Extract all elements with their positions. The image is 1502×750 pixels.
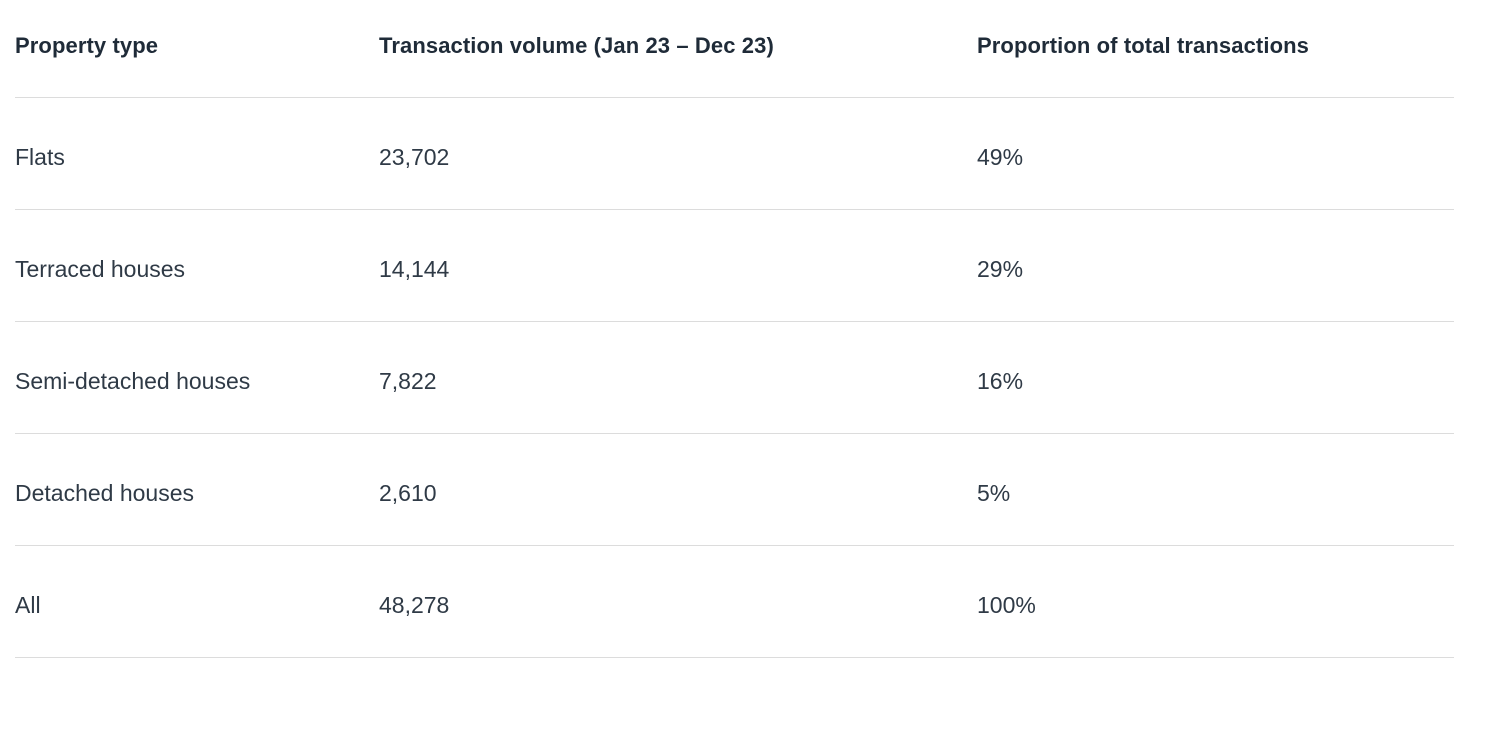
proportion-cell: 16% (977, 367, 1024, 394)
proportion-cell: 49% (977, 143, 1024, 170)
property-type-cell: Semi-detached houses (15, 367, 251, 394)
table-row-terraced-houses: Terraced houses 14,144 29% (15, 210, 1454, 322)
transaction-volume-cell: 48,278 (379, 591, 450, 618)
property-type-cell: Detached houses (15, 479, 195, 506)
proportion-cell: 100% (977, 591, 1036, 618)
property-type-cell: Terraced houses (15, 255, 186, 282)
transaction-volume-cell: 7,822 (379, 367, 437, 394)
table-row-flats: Flats 23,702 49% (15, 98, 1454, 210)
property-transactions-table: Property type Transaction volume (Jan 23… (15, 0, 1454, 658)
property-type-cell: Flats (15, 143, 65, 170)
transaction-volume-cell: 23,702 (379, 143, 450, 170)
proportion-cell: 5% (977, 479, 1011, 506)
property-type-cell: All (15, 591, 41, 618)
table-row-semi-detached-houses: Semi-detached houses 7,822 16% (15, 322, 1454, 434)
proportion-cell: 29% (977, 255, 1024, 282)
table-row-detached-houses: Detached houses 2,610 5% (15, 434, 1454, 546)
transaction-volume-cell: 2,610 (379, 479, 437, 506)
column-header-property-type: Property type (15, 32, 159, 58)
column-header-transaction-volume: Transaction volume (Jan 23 – Dec 23) (379, 32, 774, 58)
table-row-all: All 48,278 100% (15, 546, 1454, 658)
column-header-proportion: Proportion of total transactions (977, 32, 1309, 58)
transaction-volume-cell: 14,144 (379, 255, 450, 282)
table-header-row: Property type Transaction volume (Jan 23… (15, 0, 1454, 98)
